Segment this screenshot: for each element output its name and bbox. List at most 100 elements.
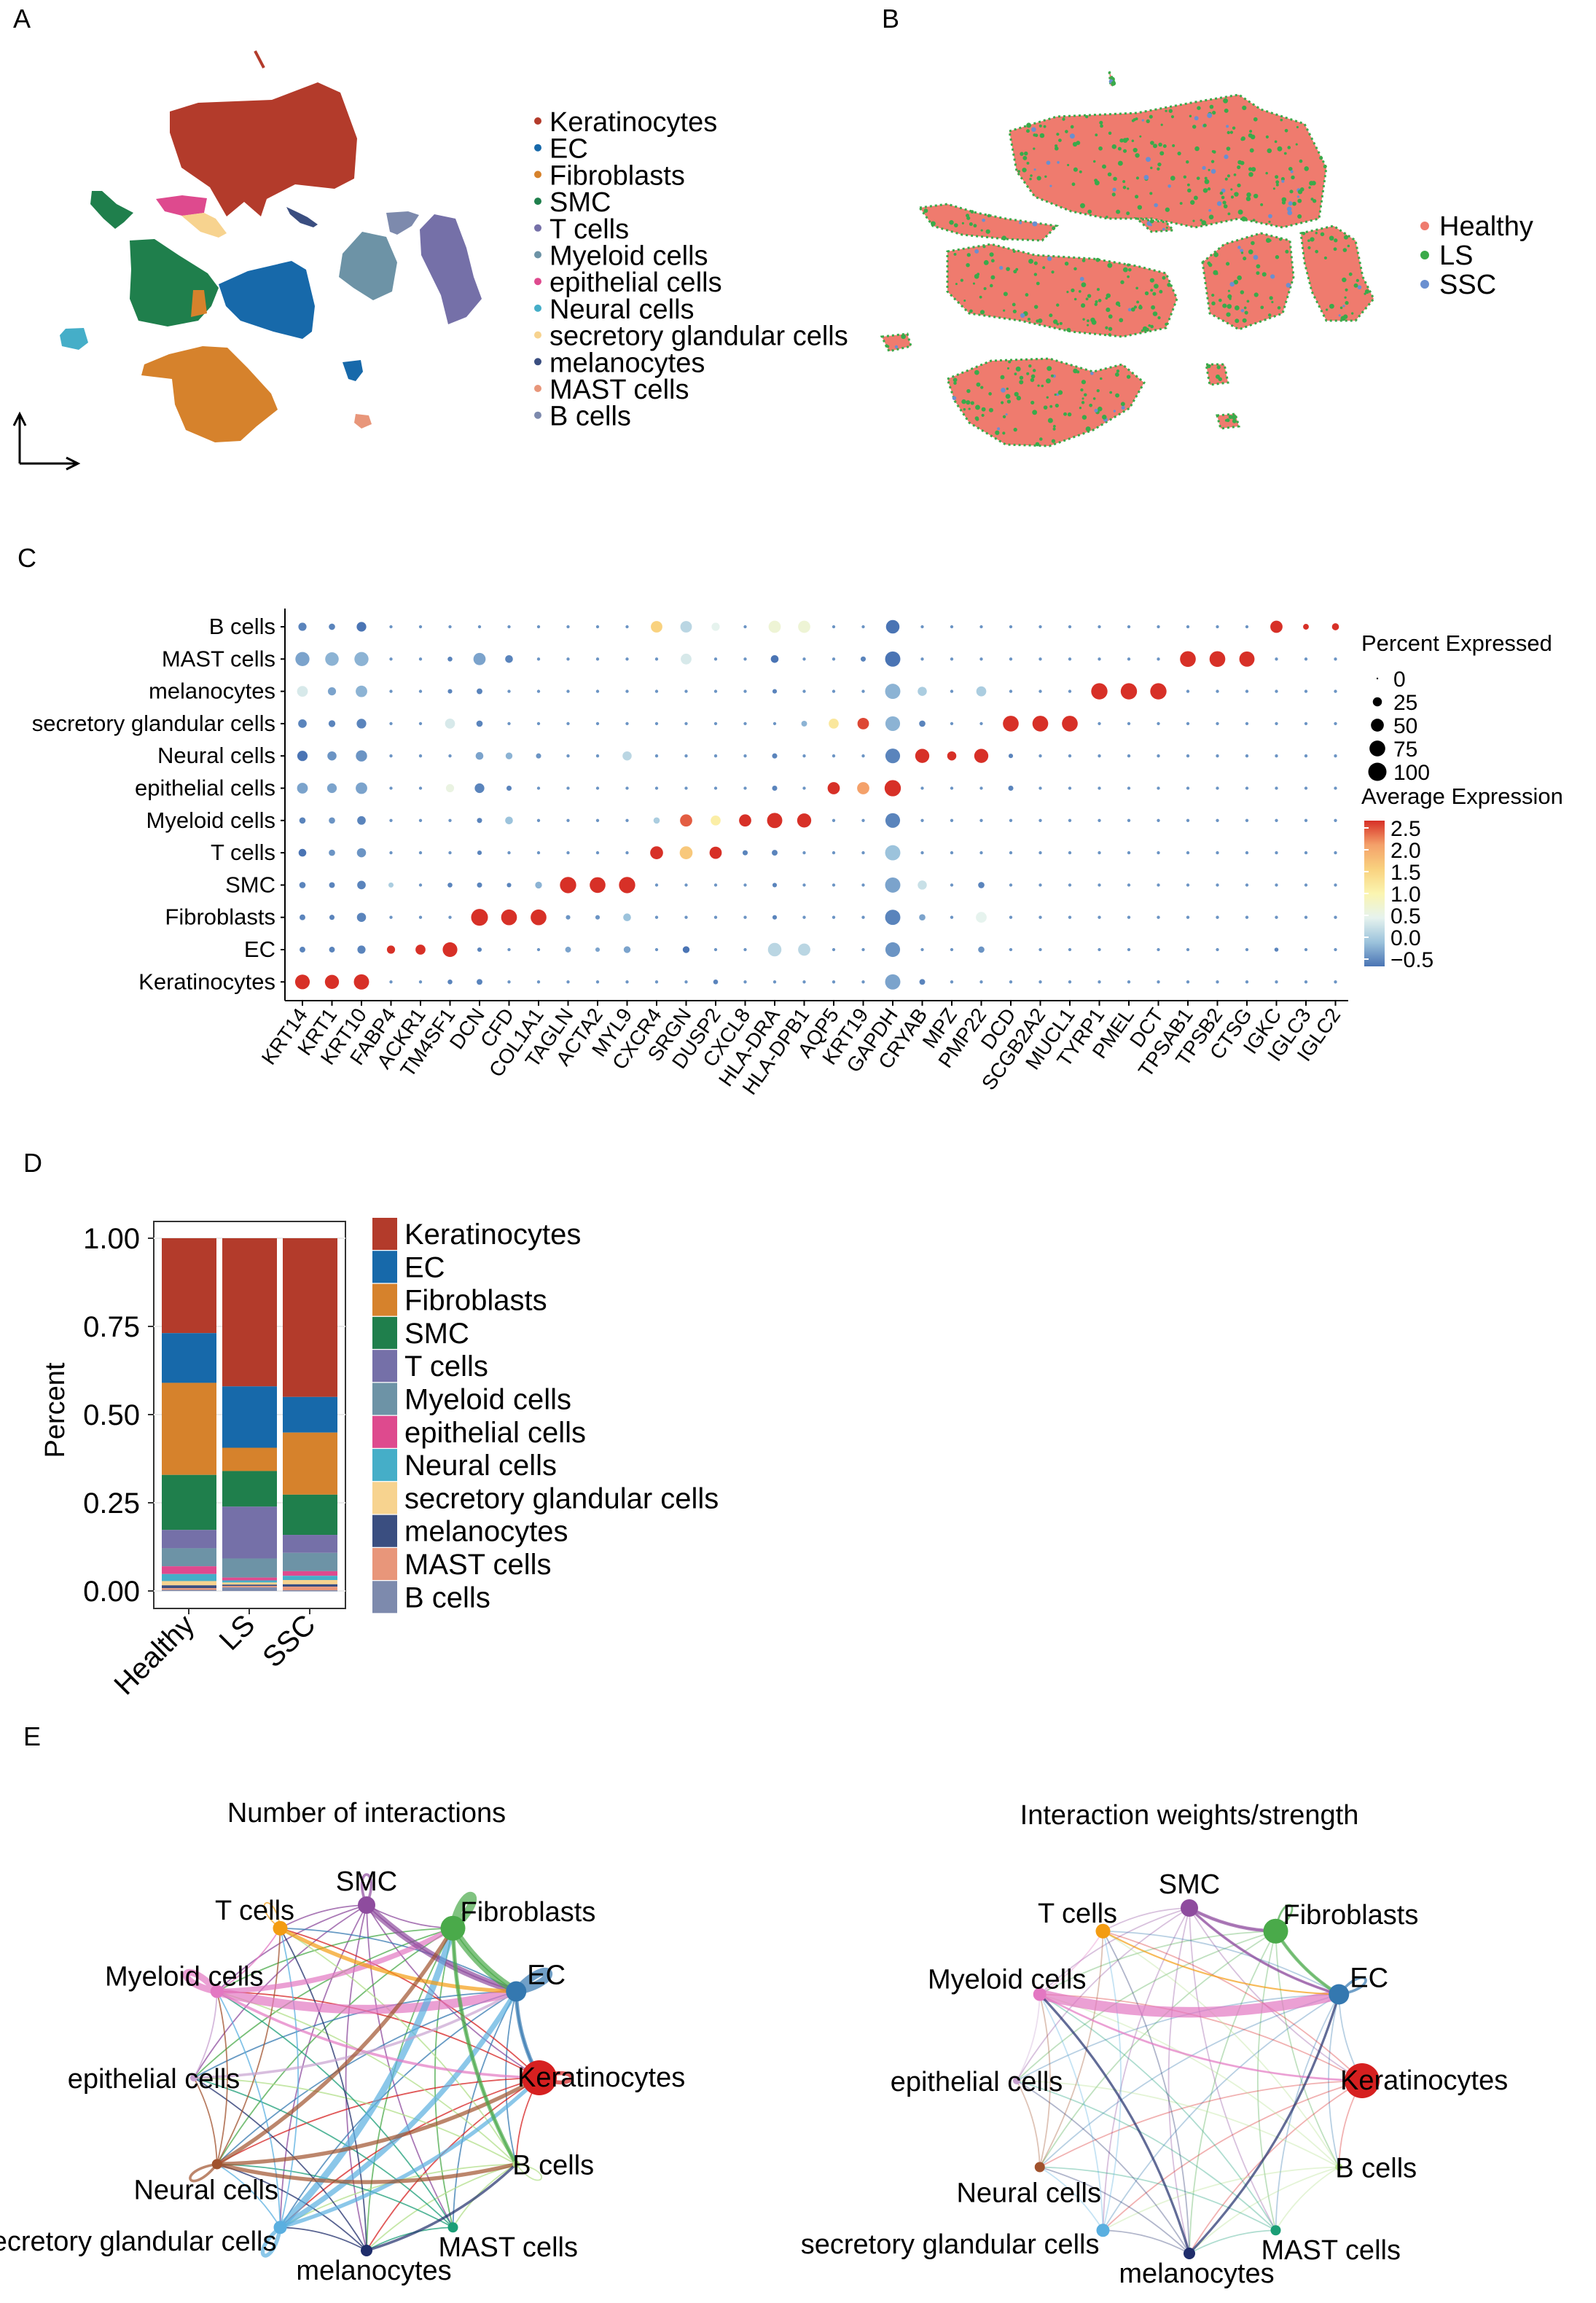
- cell-point: [1227, 304, 1232, 309]
- dot: [625, 980, 629, 984]
- cluster-melanocytes: [286, 207, 318, 227]
- dot: [447, 689, 453, 694]
- cell-point: [1315, 249, 1318, 254]
- cell-point: [1013, 270, 1017, 274]
- cell-point: [1275, 180, 1280, 184]
- bar-segment: [283, 1571, 337, 1576]
- cell-point: [1065, 130, 1068, 133]
- dot: [743, 915, 747, 919]
- cell-point: [1237, 183, 1241, 188]
- node-label: SMC: [1159, 1869, 1220, 1900]
- edge: [1103, 2166, 1339, 2232]
- color-legend-label: 0.0: [1390, 926, 1421, 950]
- cell-point: [1149, 224, 1152, 227]
- cell-point: [1227, 174, 1231, 178]
- cell-point: [1215, 374, 1220, 379]
- node-label: secretory glandular cells: [801, 2229, 1100, 2260]
- cell-point: [1003, 309, 1006, 312]
- row-label: epithelial cells: [135, 775, 275, 801]
- cell-point: [1122, 138, 1128, 143]
- cell-point: [1047, 418, 1053, 423]
- edge: [1038, 1930, 1276, 2167]
- cell-point: [1246, 300, 1250, 303]
- network-title: Number of interactions: [227, 1798, 506, 1829]
- condition-cluster: [946, 357, 1146, 447]
- legend-label: melanocytes: [549, 348, 705, 378]
- umap-cell-types: [12, 50, 482, 471]
- dot: [507, 689, 511, 693]
- dot: [448, 818, 452, 822]
- cell-point: [1207, 187, 1211, 191]
- node-label: Myeloid cells: [105, 1962, 264, 1993]
- dot: [1038, 625, 1042, 629]
- edge: [1038, 1989, 1340, 2018]
- edge: [1016, 1930, 1276, 2081]
- cell-point: [1232, 126, 1236, 130]
- cell-point: [1187, 188, 1192, 193]
- cell-point: [1127, 263, 1130, 267]
- dot: [919, 720, 926, 727]
- edge: [1188, 1907, 1339, 1996]
- cell-point: [1082, 318, 1085, 321]
- dot: [885, 651, 901, 667]
- self-loop: [1337, 1976, 1367, 1996]
- cell-point: [1005, 413, 1008, 416]
- cell-point: [1052, 427, 1056, 431]
- dot: [713, 979, 719, 985]
- dot: [506, 785, 512, 791]
- node-label: EC: [1350, 1963, 1388, 1994]
- bar-segment: [283, 1587, 337, 1591]
- cell-point: [1209, 104, 1214, 109]
- edge: [1188, 1994, 1340, 2255]
- dot: [1274, 947, 1279, 952]
- edge: [1038, 1993, 1191, 2254]
- edge: [1039, 1930, 1276, 1995]
- legend-swatch: [372, 1449, 397, 1482]
- cell-point: [1159, 151, 1165, 156]
- cell-point: [981, 413, 985, 417]
- dot: [979, 818, 983, 822]
- cell-point: [1081, 397, 1084, 400]
- dot: [950, 657, 954, 661]
- size-legend-label: 25: [1393, 691, 1417, 715]
- edge: [193, 1904, 367, 2079]
- cell-point: [1356, 278, 1359, 282]
- bar-segment: [283, 1432, 337, 1495]
- cell-point: [1148, 324, 1151, 327]
- cell-point: [1248, 167, 1253, 171]
- cell-point: [1194, 146, 1200, 152]
- cell-point: [1323, 256, 1327, 260]
- edge: [216, 1927, 453, 2165]
- cell-point: [1288, 201, 1293, 206]
- legend-swatch: [372, 1350, 397, 1383]
- cell-point: [1066, 327, 1071, 332]
- dot: [389, 657, 393, 661]
- dot: [950, 947, 954, 952]
- edge: [452, 1991, 517, 2228]
- cell-point: [1089, 403, 1093, 407]
- dot: [1009, 657, 1013, 661]
- dot: [1275, 722, 1278, 726]
- cell-point: [966, 253, 971, 257]
- dot: [684, 722, 688, 726]
- dot: [566, 754, 570, 758]
- legend-label: epithelial cells: [549, 267, 722, 298]
- cell-point: [1092, 397, 1096, 400]
- cell-point: [1131, 119, 1135, 122]
- dot: [595, 625, 600, 629]
- dot: [919, 914, 926, 921]
- cell-point: [1131, 139, 1135, 142]
- cell-point: [1237, 160, 1243, 165]
- cell-point: [1020, 313, 1025, 318]
- y-tick-label: 0.25: [83, 1487, 140, 1520]
- cell-point: [1038, 318, 1043, 324]
- cell-point: [1211, 301, 1216, 305]
- edge: [450, 1928, 518, 2165]
- cell-point: [1216, 201, 1222, 206]
- cell-point: [984, 262, 987, 265]
- cell-point: [1278, 238, 1283, 241]
- cell-point: [1167, 184, 1171, 188]
- cell-point: [1096, 288, 1100, 292]
- dot: [1009, 851, 1013, 855]
- dot: [595, 851, 600, 855]
